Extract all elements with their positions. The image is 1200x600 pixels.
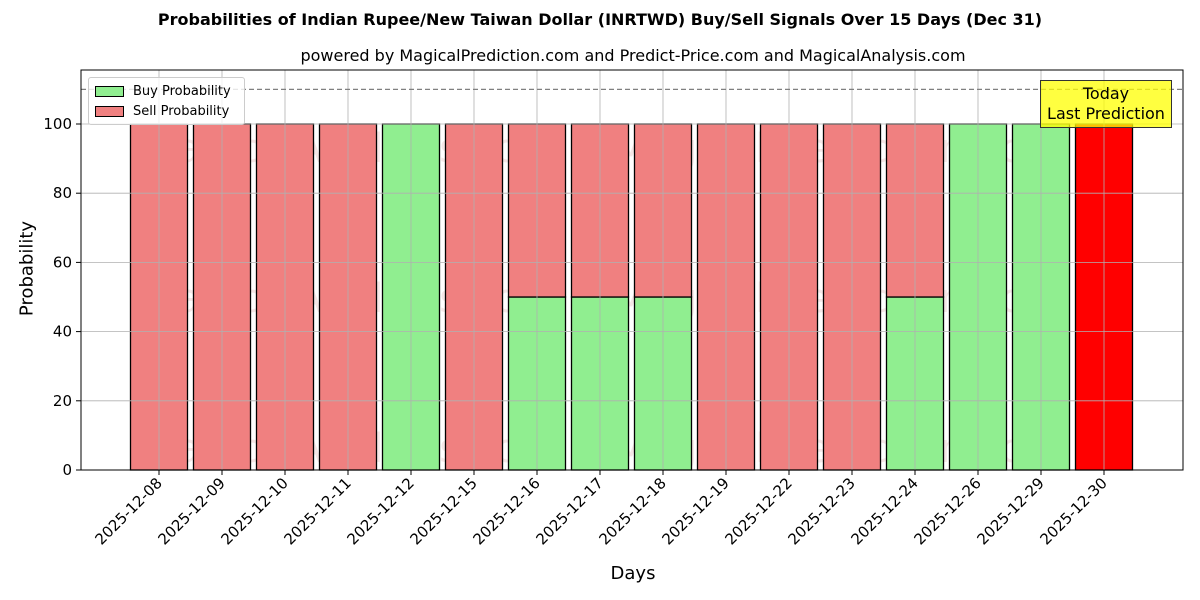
legend-buy-label: Buy Probability — [133, 83, 231, 99]
y-tick-label: 60 — [53, 253, 72, 271]
today-annotation: Today Last Prediction — [1040, 80, 1172, 128]
plot-frame — [80, 69, 1184, 471]
y-tick-label: 0 — [62, 461, 72, 479]
legend-item-buy: Buy Probability — [95, 82, 231, 100]
chart-title: Probabilities of Indian Rupee/New Taiwan… — [157, 10, 1043, 29]
y-tick-label: 80 — [53, 184, 72, 202]
sell-swatch-icon — [95, 105, 124, 117]
y-tick-label: 20 — [53, 392, 72, 410]
annotation-line-2: Last Prediction — [1047, 104, 1165, 123]
legend-sell-label: Sell Probability — [133, 103, 230, 119]
chart-subtitle: powered by MagicalPrediction.com and Pre… — [300, 46, 966, 65]
x-axis-label: Days — [610, 563, 656, 584]
buy-swatch-icon — [95, 85, 124, 97]
y-tick-label: 40 — [53, 323, 72, 341]
annotation-line-1: Today — [1082, 84, 1130, 103]
x-tick-label: 2025-12-30 — [1036, 474, 1110, 548]
legend-item-sell: Sell Probability — [95, 102, 229, 120]
legend: Buy Probability Sell Probability — [88, 77, 245, 125]
y-tick-label: 100 — [43, 115, 72, 133]
y-axis-label: Probability — [16, 220, 38, 317]
